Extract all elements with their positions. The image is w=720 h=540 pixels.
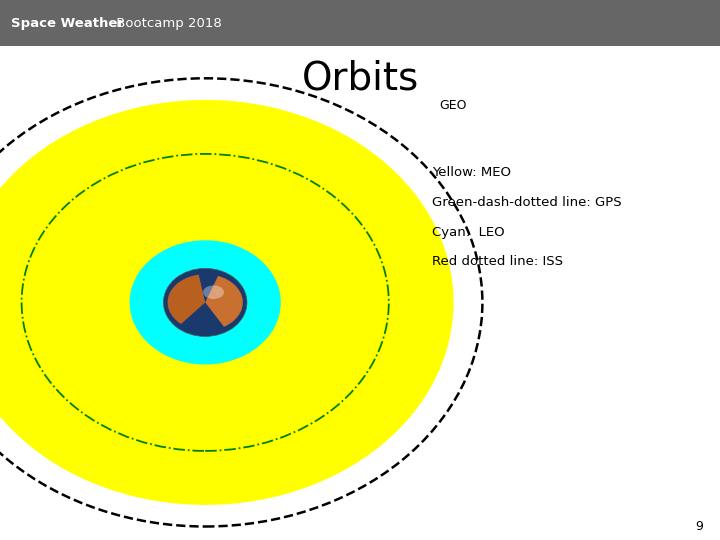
Ellipse shape bbox=[153, 260, 257, 345]
Text: Yellow: MEO: Yellow: MEO bbox=[432, 166, 511, 179]
Bar bbox=[0, 0, 720, 46]
Ellipse shape bbox=[130, 240, 281, 364]
Text: GEO: GEO bbox=[439, 99, 467, 112]
Text: Cyan:  LEO: Cyan: LEO bbox=[432, 226, 505, 239]
Text: Bootcamp 2018: Bootcamp 2018 bbox=[112, 17, 221, 30]
Text: 9: 9 bbox=[695, 520, 703, 533]
Ellipse shape bbox=[203, 285, 224, 299]
Wedge shape bbox=[168, 275, 205, 324]
Text: Red dotted line: ISS: Red dotted line: ISS bbox=[432, 255, 563, 268]
Ellipse shape bbox=[163, 268, 247, 336]
Ellipse shape bbox=[0, 100, 454, 505]
Text: Space Weather: Space Weather bbox=[11, 17, 124, 30]
Text: Orbits: Orbits bbox=[302, 59, 418, 97]
Wedge shape bbox=[205, 276, 243, 327]
Text: Green-dash-dotted line: GPS: Green-dash-dotted line: GPS bbox=[432, 196, 621, 209]
